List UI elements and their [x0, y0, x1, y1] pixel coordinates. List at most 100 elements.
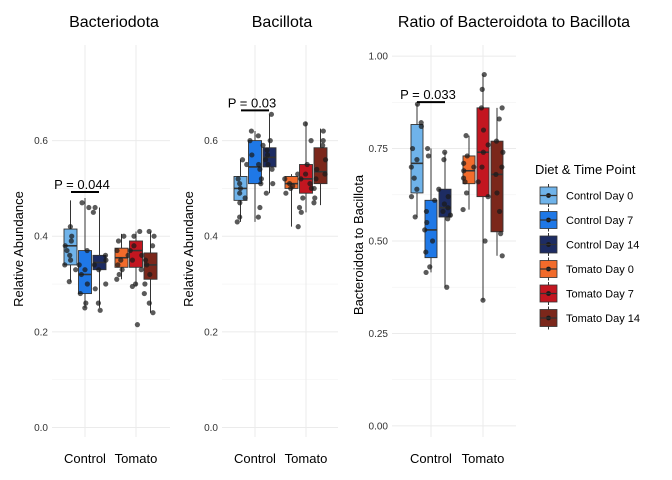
- bacteriodota-box-tomato-day-7-point-1: [131, 233, 137, 239]
- bacillota-box-control-day-0-point-4: [237, 185, 244, 192]
- ratio-box-control-day-7-point-8: [427, 264, 433, 270]
- ratio-box-control-day-14-point-7: [447, 212, 454, 218]
- ratio-box-tomato-day-14-point-4: [499, 164, 505, 170]
- ratio-box-tomato-day-7-point-8: [485, 194, 491, 200]
- ratio-box-tomato-day-14-point-9: [499, 253, 505, 259]
- legend: Diet & Time Point Control Day 0 Control …: [535, 162, 640, 330]
- legend-item-tomato-day-7: Tomato Day 7: [539, 282, 634, 305]
- ratio-box-control-day-0-point-8: [408, 194, 415, 200]
- ratio-box-tomato-day-7-point-3: [480, 127, 487, 133]
- bacillota-box-tomato-day-7-point-1: [308, 138, 314, 144]
- ratio-box-control-day-0-point-7: [414, 186, 420, 192]
- ratio-box-tomato-day-14-point-7: [496, 208, 503, 215]
- ratio-box-control-day-7-point-9: [423, 269, 429, 276]
- ratio-box-control-day-14-point-2: [436, 186, 442, 192]
- bacillota-box-control-day-0-point-8: [237, 214, 243, 220]
- legend-title: Diet & Time Point: [535, 162, 636, 177]
- panel-bacillota: Bacillota Relative Abundance 0.0 0.2 0.4…: [181, 14, 338, 466]
- ratio-box-control-day-0-point-2: [418, 123, 424, 129]
- ratio-box-control-day-7-point-5: [422, 227, 428, 233]
- panel-bacteriodota-xtick-control: Control: [64, 451, 106, 466]
- bacteriodota-box-tomato-day-14: [141, 228, 158, 316]
- bacteriodota-box-tomato-day-0-point-5: [115, 262, 121, 268]
- ratio-box-control-day-7-point-2: [432, 197, 438, 203]
- bacillota-box-control-day-14-point-7: [269, 166, 275, 172]
- bacillota-box-tomato-day-7-point-2: [304, 161, 310, 168]
- bacteriodota-box-control-day-14-point-2: [102, 252, 109, 258]
- bacillota-box-control-day-0-point-9: [234, 219, 240, 225]
- ratio-box-tomato-day-14: [490, 105, 506, 259]
- bacteriodota-box-tomato-day-0-point-8: [114, 276, 120, 282]
- bacteriodota-box-tomato-day-7-point-4: [139, 252, 145, 258]
- ratio-box-tomato-day-0-point-3: [471, 164, 477, 170]
- panel-ratio-xtick-tomato: Tomato: [462, 451, 505, 466]
- panel-ratio-ytick-3: 0.75: [369, 144, 389, 155]
- bacillota-box-tomato-day-14-point-2: [320, 142, 326, 148]
- bacteriodota-box-tomato-day-14-point-8: [146, 300, 152, 306]
- ratio-box-tomato-day-14-point-3: [500, 149, 506, 155]
- ratio-box-control-day-0-point-4: [414, 157, 420, 163]
- bacteriodota-box-control-day-0-point-7: [73, 267, 79, 273]
- bacillota-box-control-day-14-point-8: [270, 181, 276, 187]
- bacteriodota-box-control-day-7-point-8: [83, 300, 89, 306]
- bacteriodota-box-control-day-0-point-6: [62, 262, 68, 268]
- bacteriodota-box-tomato-day-0-point-7: [116, 271, 122, 278]
- bacillota-box-control-day-0-point-3: [237, 181, 243, 187]
- bacteriodota-box-control-day-7-point-7: [77, 290, 83, 297]
- panel-ratio-ytick-2: 0.50: [369, 237, 389, 248]
- bacillota-box-control-day-7-point-9: [255, 214, 261, 220]
- ratio-box-tomato-day-7-point-9: [482, 238, 488, 244]
- bacteriodota-box-control-day-14-point-0: [92, 204, 98, 211]
- bacteriodota-box-tomato-day-7-point-6: [138, 267, 144, 273]
- bacteriodota-box-control-day-7-point-2: [84, 247, 90, 254]
- panel-bacteriodota-y-axis-title: Relative Abundance: [11, 191, 26, 307]
- bacteriodota-box-tomato-day-7-point-2: [131, 243, 137, 249]
- bacteriodota-box-control-day-14: [90, 204, 109, 313]
- panel-bacteriodota-xtick-tomato: Tomato: [115, 451, 158, 466]
- panel-bacillota-title: Bacillota: [252, 14, 313, 31]
- bacillota-box-tomato-day-0-point-0: [295, 171, 301, 177]
- ratio-box-tomato-day-0-point-7: [463, 190, 470, 196]
- bacteriodota-box-tomato-day-0-point-2: [114, 247, 120, 254]
- panel-bacillota-ytick-3: 0.6: [204, 136, 218, 147]
- ratio-box-control-day-14-point-6: [440, 208, 446, 215]
- bacillota-box-tomato-day-14-point-5: [322, 171, 328, 177]
- panel-ratio-ytick-0: 0.00: [369, 421, 389, 432]
- bacillota-box-tomato-day-14-point-8: [312, 195, 318, 201]
- bacteriodota-box-tomato-day-14-point-6: [142, 281, 148, 287]
- ratio-box-tomato-day-7-point-10: [480, 297, 486, 303]
- bacteriodota-box-control-day-14-point-9: [97, 307, 103, 313]
- bacteriodota-box-tomato-day-7: [127, 228, 145, 328]
- ratio-box-control-day-14-point-8: [445, 216, 451, 222]
- ratio-box-tomato-day-14-point-6: [494, 190, 500, 196]
- ratio-box-tomato-day-0-point-0: [463, 133, 469, 139]
- ratio-box-tomato-day-7-point-2: [478, 105, 485, 111]
- bacillota-box-control-day-7-point-5: [257, 166, 263, 172]
- bacillota-box-control-day-0-point-0: [239, 157, 246, 163]
- ratio-box-control-day-7-point-7: [423, 249, 429, 255]
- bacillota-box-control-day-14-point-3: [264, 147, 270, 153]
- bacillota-box-tomato-day-14-point-6: [313, 176, 319, 182]
- bacteriodota-box-control-day-0-point-0: [67, 224, 73, 230]
- ratio-box-control-day-14-point-5: [445, 205, 451, 211]
- bacteriodota-box-tomato-day-0-point-6: [119, 267, 125, 273]
- ratio-box-tomato-day-0-point-4: [461, 168, 467, 174]
- bacteriodota-box-control-day-14-point-1: [90, 209, 96, 215]
- legend-label-tomato-day-7: Tomato Day 7: [566, 289, 634, 301]
- bacillota-box-control-day-0-point-1: [244, 161, 250, 168]
- bacillota-box-control-day-14-point-0: [268, 111, 275, 117]
- ratio-box-tomato-day-14-point-1: [496, 116, 502, 122]
- bacillota-box-tomato-day-14: [311, 128, 329, 206]
- bacteriodota-box-control-day-14-point-6: [103, 281, 109, 287]
- legend-label-control-day-14: Control Day 14: [566, 240, 639, 252]
- ratio-box-control-day-0-point-5: [408, 164, 414, 170]
- bacteriodota-box-tomato-day-14-point-7: [141, 290, 147, 297]
- bacteriodota-box-control-day-14-point-8: [95, 300, 101, 306]
- bacillota-box-control-day-14-point-1: [267, 138, 273, 144]
- bacillota-box-control-day-0: [233, 157, 250, 225]
- panel-ratio-marks: [408, 71, 506, 303]
- bacteriodota-box-control-day-7: [76, 197, 92, 311]
- bacteriodota-box-control-day-7-point-1: [86, 204, 92, 211]
- bacteriodota-box-control-day-14-point-4: [91, 262, 97, 268]
